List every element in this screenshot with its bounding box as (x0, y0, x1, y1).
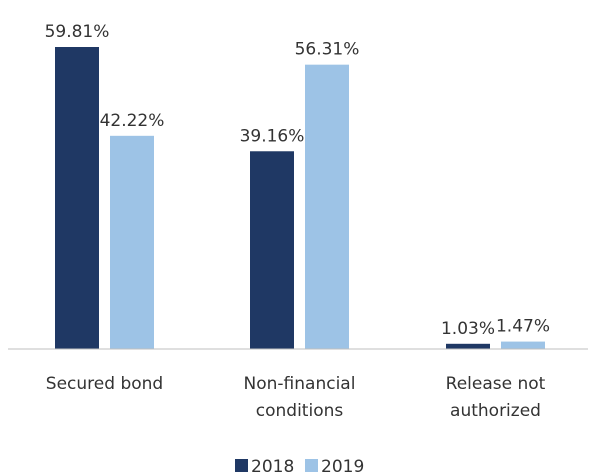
legend-swatch-2018 (235, 459, 248, 472)
category-label-2: Release not authorized (446, 374, 546, 421)
bar-2018-2 (446, 343, 490, 349)
data-label-2019-2: 1.47% (496, 317, 550, 337)
category-labels-layer: Secured bond Non-financial conditions Relea… (46, 374, 546, 421)
data-label-2018-0: 59.81% (45, 22, 110, 42)
legend-label-2018: 2018 (251, 457, 294, 475)
data-label-2019-1: 56.31% (295, 40, 360, 60)
data-label-2018-1: 39.16% (240, 126, 305, 146)
bar-2019-2 (501, 341, 545, 349)
bar-2018-1 (250, 151, 294, 349)
data-labels-layer: 59.81% 39.16% 1.03% 42.22% 56.31% 1.47% (45, 22, 550, 339)
legend: 2018 2019 (235, 457, 364, 475)
legend-swatch-2019 (305, 459, 318, 472)
bar-2019-1 (305, 64, 349, 349)
category-label-1: Non-financial conditions (244, 374, 356, 421)
category-label-0: Secured bond (46, 374, 163, 394)
bars-layer (55, 47, 545, 349)
data-label-2019-0: 42.22% (100, 111, 165, 131)
legend-label-2019: 2019 (321, 457, 364, 475)
data-label-2018-2: 1.03% (441, 319, 495, 339)
bar-2018-0 (55, 47, 99, 349)
bar-2019-0 (110, 135, 154, 349)
